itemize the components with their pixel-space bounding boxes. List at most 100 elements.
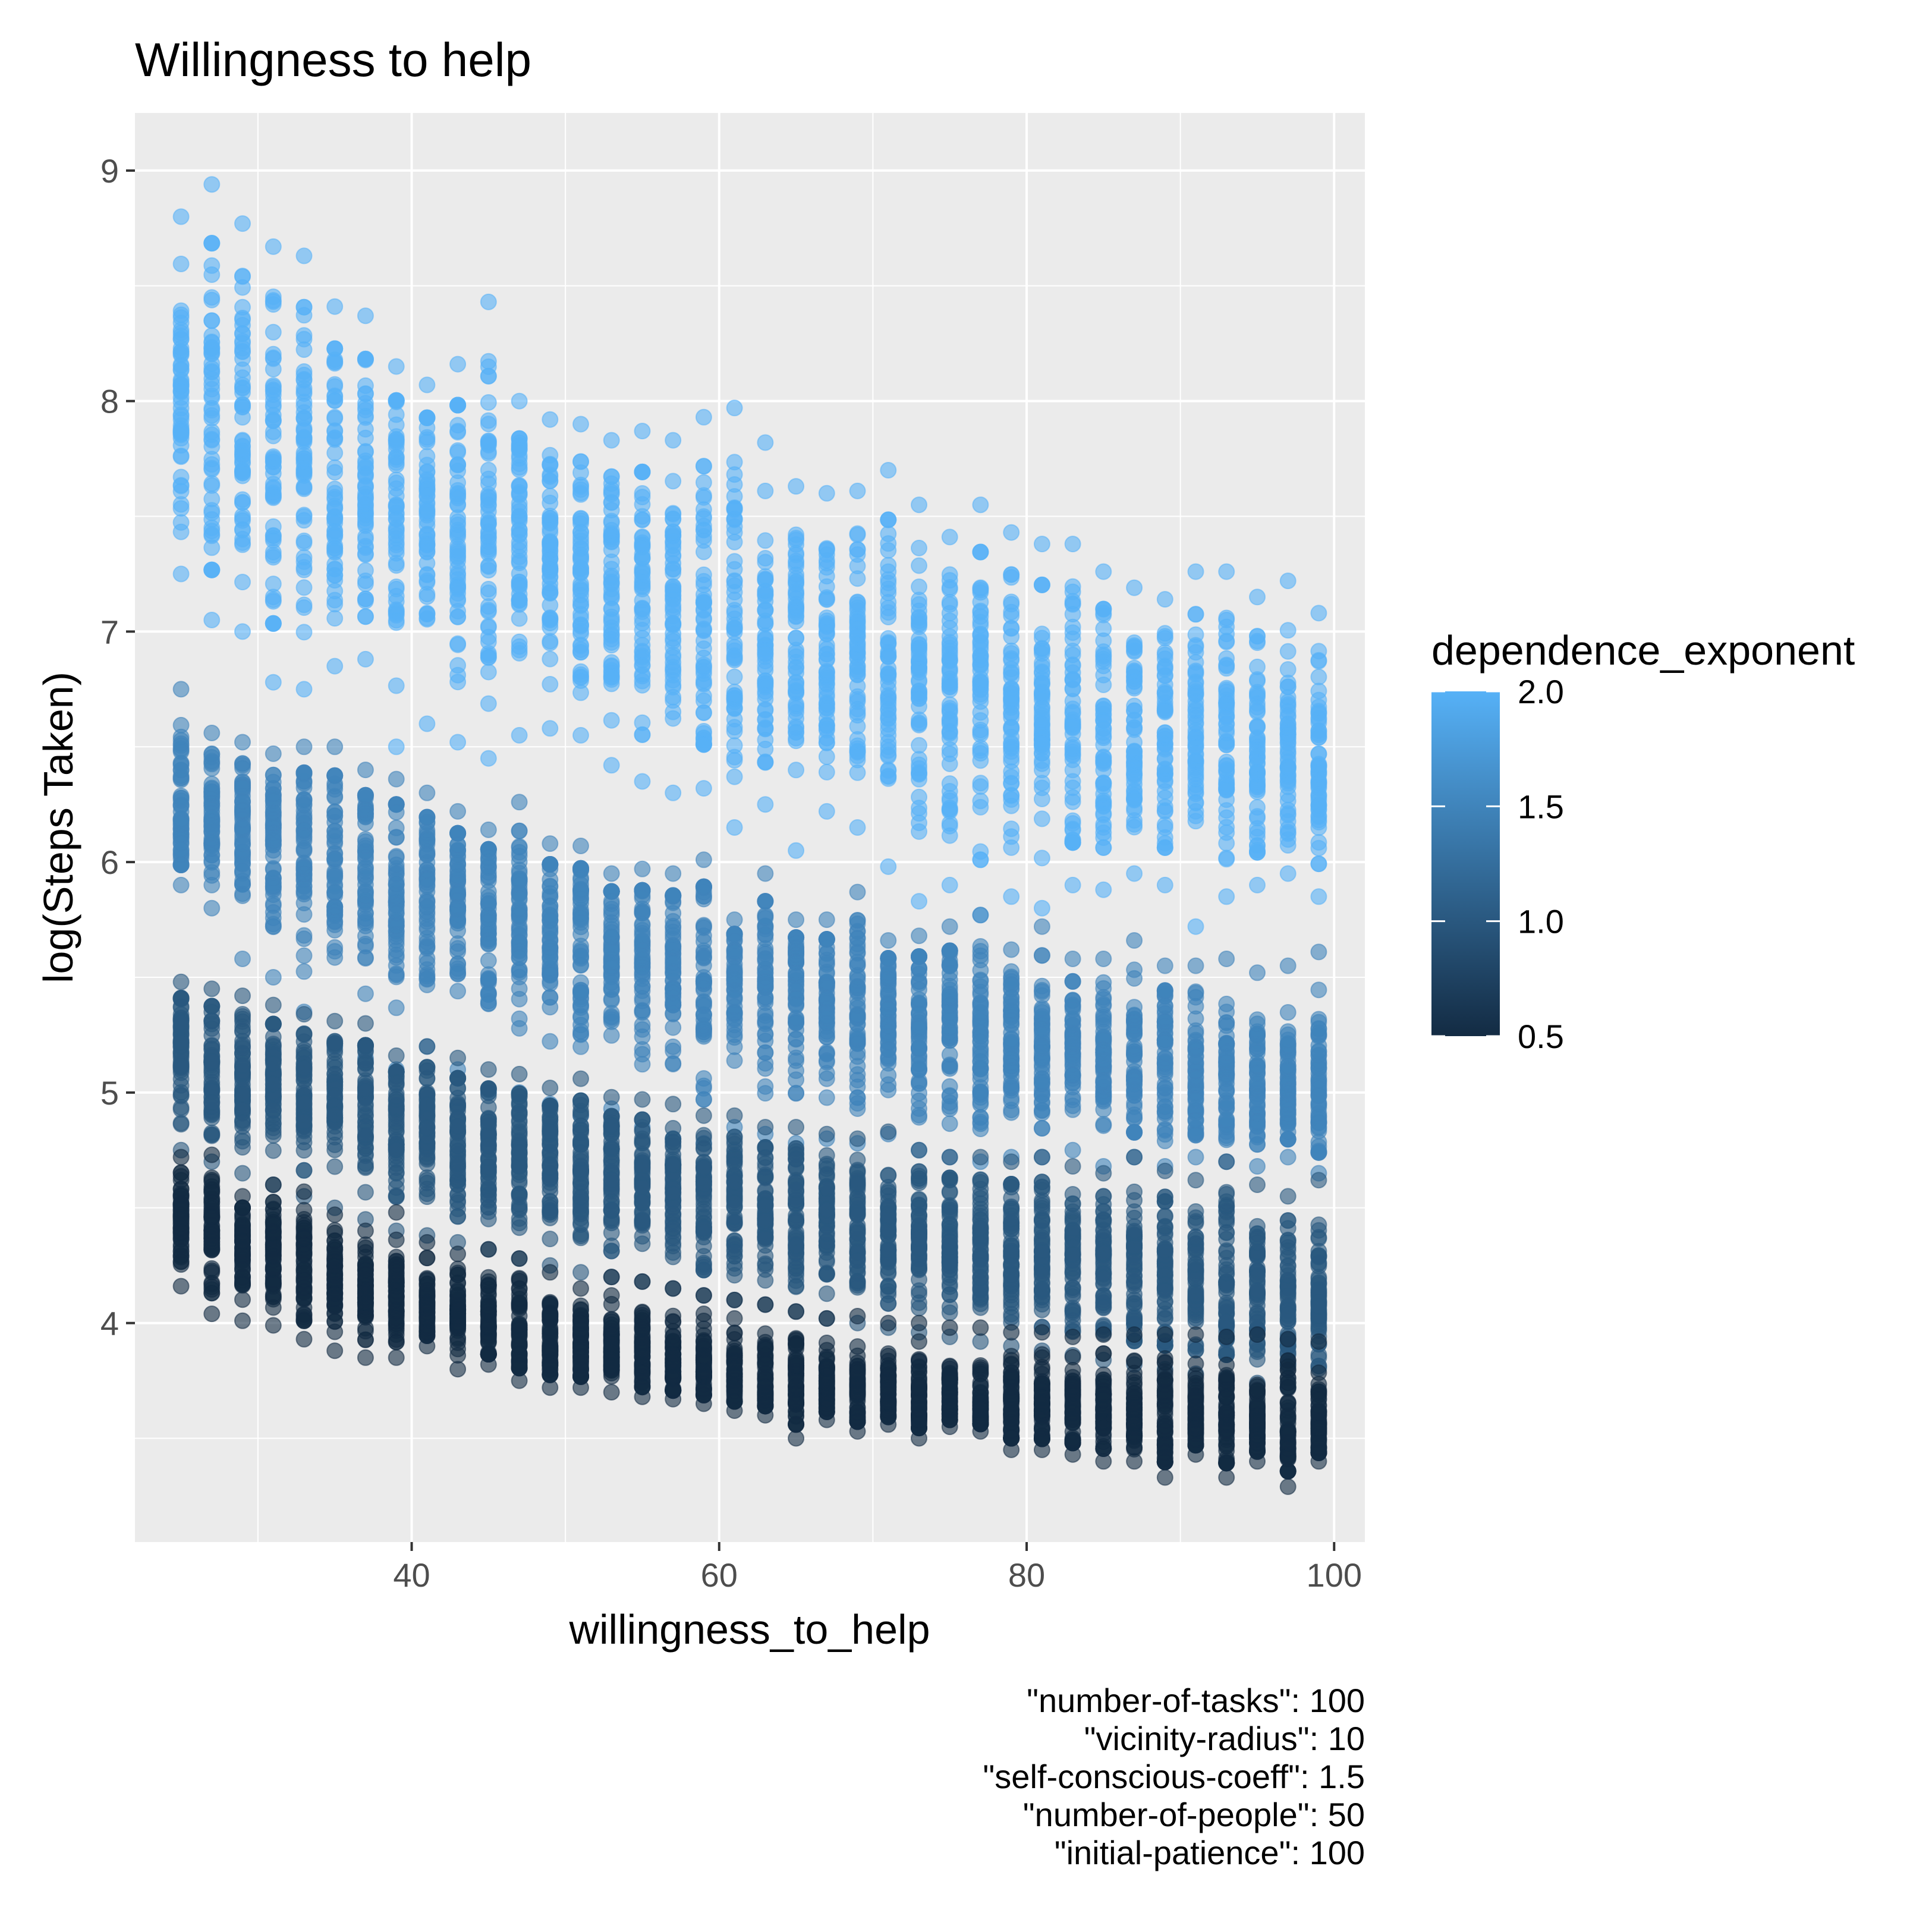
data-point — [665, 703, 682, 720]
data-point — [788, 934, 805, 952]
data-point — [326, 591, 344, 609]
data-point — [1310, 834, 1327, 851]
data-point — [295, 506, 313, 524]
data-point — [172, 1084, 190, 1101]
data-point — [911, 1092, 927, 1109]
data-point — [203, 1053, 221, 1070]
data-point — [665, 432, 682, 449]
data-point — [1279, 643, 1297, 660]
data-point — [1310, 1080, 1327, 1097]
data-point — [511, 936, 528, 953]
data-point — [603, 600, 620, 617]
data-point — [511, 794, 528, 811]
data-point — [1279, 1037, 1297, 1053]
data-point — [419, 574, 436, 591]
data-point — [726, 1052, 743, 1069]
data-point — [849, 644, 866, 661]
data-point — [665, 1055, 682, 1072]
data-point — [1156, 1122, 1173, 1139]
data-point — [1249, 876, 1266, 893]
data-point — [634, 1004, 651, 1021]
data-point — [788, 582, 805, 599]
data-point — [295, 738, 313, 756]
data-point — [388, 432, 405, 449]
data-point — [449, 579, 467, 596]
data-point — [695, 458, 712, 475]
data-point — [172, 256, 190, 272]
data-point — [1310, 981, 1327, 999]
data-point — [1156, 701, 1173, 718]
data-point — [972, 580, 989, 597]
data-point — [1003, 620, 1020, 637]
data-point — [542, 1033, 559, 1050]
data-point — [1003, 642, 1020, 659]
data-point — [665, 1038, 682, 1055]
data-point — [695, 933, 712, 950]
data-point — [1064, 630, 1081, 647]
data-point — [1095, 737, 1112, 753]
data-point — [1095, 698, 1112, 715]
data-point — [818, 803, 835, 820]
data-point — [419, 1062, 436, 1079]
data-point — [234, 279, 251, 296]
data-point — [388, 1113, 405, 1131]
data-point — [1003, 669, 1020, 686]
data-point — [911, 981, 927, 998]
data-point — [1064, 703, 1081, 720]
data-point — [388, 936, 405, 953]
data-point — [1249, 589, 1266, 606]
data-point — [818, 717, 835, 734]
data-point — [1033, 1073, 1050, 1090]
data-point — [1126, 742, 1143, 760]
data-point — [203, 370, 221, 388]
data-point — [419, 1096, 436, 1113]
data-point — [1003, 1033, 1020, 1050]
data-point — [1279, 758, 1297, 775]
data-point — [1279, 1083, 1297, 1100]
data-point — [480, 497, 497, 514]
data-point — [1126, 961, 1143, 978]
data-point — [911, 616, 927, 633]
data-point — [172, 331, 190, 348]
data-point — [1218, 951, 1235, 967]
data-point — [357, 539, 374, 556]
data-point — [1064, 1141, 1081, 1159]
data-point — [542, 466, 559, 483]
data-point — [1064, 1066, 1081, 1084]
data-point — [326, 823, 344, 840]
data-point — [449, 489, 467, 506]
data-point — [542, 720, 559, 737]
data-point — [419, 1038, 436, 1055]
data-point — [1310, 776, 1327, 793]
data-point — [511, 980, 528, 998]
data-point — [203, 490, 221, 508]
data-point — [1218, 888, 1235, 905]
data-point — [449, 963, 467, 980]
data-point — [1310, 653, 1327, 670]
data-point — [880, 701, 897, 719]
data-point — [941, 741, 958, 758]
data-point — [542, 536, 559, 553]
data-point — [1310, 1144, 1327, 1161]
data-point — [757, 550, 774, 567]
data-point — [757, 582, 774, 599]
data-point — [449, 608, 467, 625]
data-point — [1156, 650, 1173, 668]
data-point — [172, 789, 190, 807]
data-point — [665, 583, 682, 600]
data-point — [1187, 998, 1204, 1015]
data-point — [1126, 999, 1143, 1016]
data-point — [788, 997, 805, 1014]
data-point — [634, 463, 651, 480]
data-point — [849, 1008, 866, 1024]
data-point — [295, 930, 313, 948]
data-point — [357, 650, 374, 668]
data-point — [726, 524, 743, 541]
data-point — [388, 1074, 405, 1091]
data-point — [757, 1060, 774, 1077]
data-point — [818, 763, 835, 781]
data-point — [449, 543, 467, 559]
data-point — [480, 528, 497, 545]
data-point — [265, 1015, 282, 1033]
data-point — [172, 816, 190, 832]
